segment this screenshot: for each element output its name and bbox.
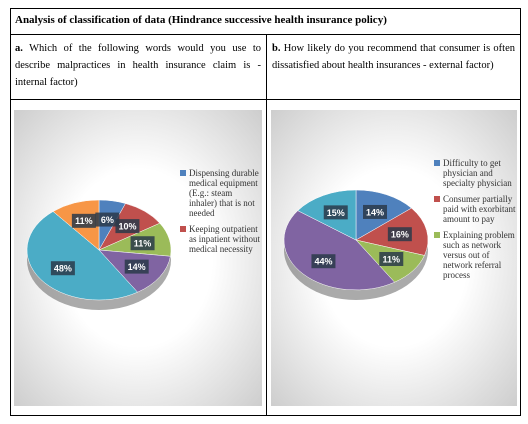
label-box	[130, 236, 155, 251]
chart: 6% 10% 11% 14% 48% 11%	[14, 110, 262, 406]
legend-swatch	[180, 226, 186, 232]
label-box	[323, 205, 348, 220]
label-box	[95, 212, 120, 227]
data-label: 14%	[128, 262, 146, 272]
legend: Dispensing durable medical equipment (E.…	[180, 168, 260, 260]
question-text: How likely do you recommend that consume…	[272, 43, 515, 71]
legend-item: Explaining problem such as network versu…	[434, 230, 516, 280]
label-box	[387, 227, 412, 242]
question-label: b.	[272, 43, 281, 54]
question: a. Which of the following words would yo…	[15, 40, 261, 91]
label-box	[124, 259, 149, 274]
legend-text: Explaining problem such as network versu…	[443, 230, 515, 280]
question-label: a.	[15, 43, 23, 54]
data-label: 44%	[314, 257, 332, 267]
data-label: 16%	[391, 230, 409, 240]
data-label: 15%	[327, 208, 345, 218]
chart: 14% 16% 11% 44% 15%	[271, 110, 517, 406]
data-label: 6%	[101, 215, 114, 225]
legend-text: Dispensing durable medical equipment (E.…	[189, 168, 259, 218]
legend-text: Keeping outpatient as inpatient without …	[189, 224, 260, 254]
label-box	[71, 213, 96, 228]
row-divider	[10, 34, 521, 35]
data-label: 10%	[118, 221, 136, 231]
legend-swatch	[434, 160, 440, 166]
data-label: 14%	[366, 207, 384, 217]
col-divider	[266, 34, 267, 416]
data-label: 48%	[54, 264, 72, 274]
data-label: 11%	[75, 216, 93, 226]
label-box	[115, 219, 140, 234]
legend-item: Dispensing durable medical equipment (E.…	[180, 168, 260, 218]
legend-item: Difficulty to get physician and specialt…	[434, 158, 516, 188]
legend: Difficulty to get physician and specialt…	[434, 158, 516, 286]
row-divider	[10, 99, 521, 100]
legend-swatch	[180, 170, 186, 176]
label-box	[50, 261, 75, 276]
table-frame	[10, 8, 521, 416]
question-text: Which of the following words would you u…	[15, 43, 261, 88]
legend-item: Consumer partially paid with exorbitant …	[434, 194, 516, 224]
label-box	[311, 254, 336, 269]
legend-swatch	[434, 232, 440, 238]
data-label: 11%	[134, 239, 152, 249]
data-label: 11%	[383, 254, 401, 264]
legend-swatch	[434, 196, 440, 202]
pie-slice	[283, 210, 395, 291]
label-box	[363, 204, 388, 219]
label-box	[379, 252, 404, 267]
legend-text: Consumer partially paid with exorbitant …	[443, 194, 516, 224]
legend-item: Keeping outpatient as inpatient without …	[180, 224, 260, 254]
table-title: Analysis of classification of data (Hind…	[15, 14, 387, 26]
question: b. How likely do you recommend that cons…	[272, 40, 515, 74]
pie-slice	[26, 211, 138, 301]
legend-text: Difficulty to get physician and specialt…	[443, 158, 512, 188]
